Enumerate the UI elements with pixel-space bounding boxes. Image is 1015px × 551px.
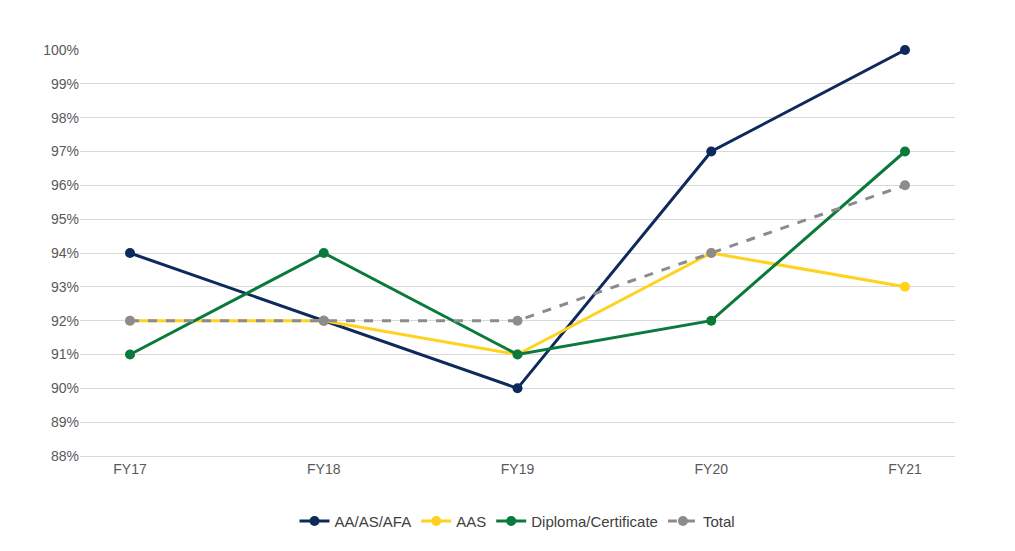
svg-text:FY19: FY19: [501, 461, 535, 477]
svg-text:93%: 93%: [51, 279, 79, 295]
svg-text:99%: 99%: [51, 76, 79, 92]
svg-text:96%: 96%: [51, 177, 79, 193]
svg-text:FY20: FY20: [695, 461, 729, 477]
svg-text:90%: 90%: [51, 380, 79, 396]
svg-text:AAS: AAS: [456, 513, 486, 530]
svg-text:100%: 100%: [43, 42, 79, 58]
svg-text:89%: 89%: [51, 414, 79, 430]
svg-text:91%: 91%: [51, 346, 79, 362]
svg-text:98%: 98%: [51, 110, 79, 126]
svg-text:92%: 92%: [51, 313, 79, 329]
svg-text:AA/AS/AFA: AA/AS/AFA: [335, 513, 412, 530]
svg-text:Total: Total: [703, 513, 735, 530]
svg-text:94%: 94%: [51, 245, 79, 261]
svg-text:Diploma/Certificate: Diploma/Certificate: [531, 513, 658, 530]
svg-text:95%: 95%: [51, 211, 79, 227]
svg-text:FY18: FY18: [307, 461, 341, 477]
svg-text:FY21: FY21: [888, 461, 922, 477]
svg-text:FY17: FY17: [113, 461, 147, 477]
svg-text:97%: 97%: [51, 143, 79, 159]
svg-text:88%: 88%: [51, 448, 79, 464]
